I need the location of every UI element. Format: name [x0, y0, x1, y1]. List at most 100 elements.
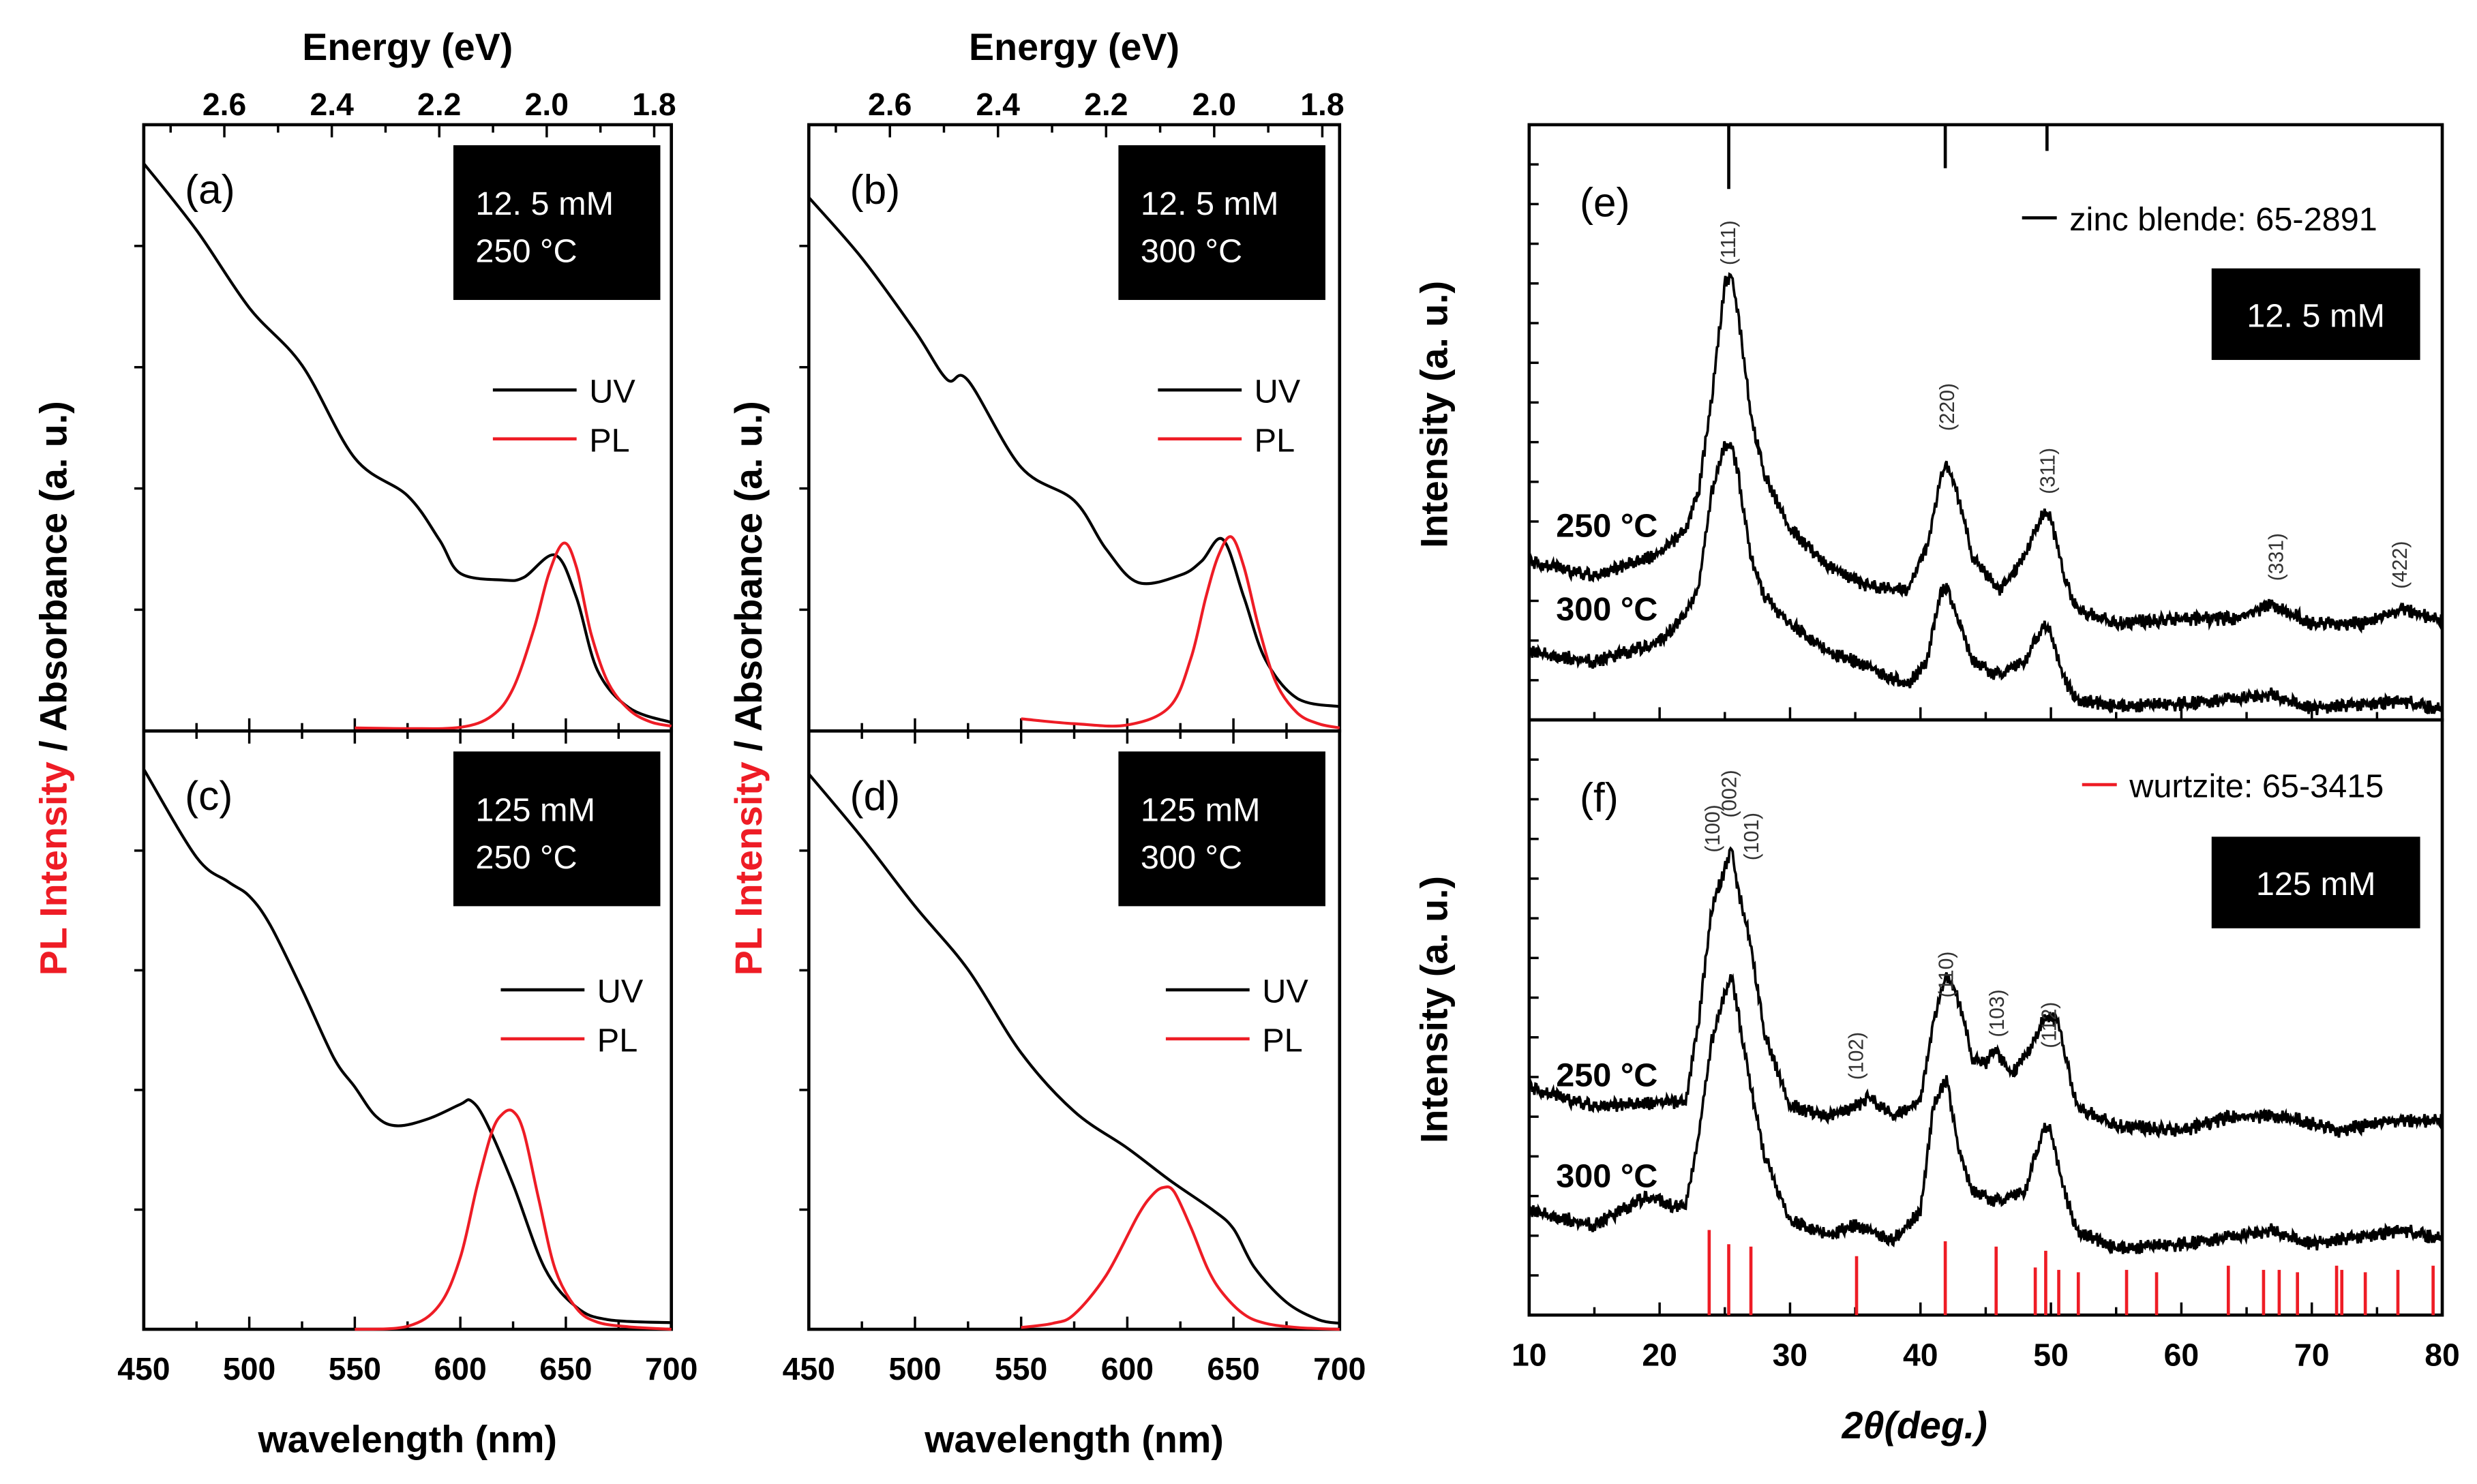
- uv-curve: [807, 196, 1340, 708]
- condition-text: 300 °C: [1141, 232, 1242, 269]
- spectra-ylabel-right: PL Intensity / Absorbance (a. u.): [727, 401, 770, 975]
- condition-box: [1118, 145, 1325, 301]
- energy-tick-label: 1.8: [632, 87, 676, 122]
- condition-text: 250 °C: [475, 839, 577, 876]
- x-tick-label: 600: [1101, 1351, 1154, 1387]
- energy-tick-label: 2.6: [868, 87, 912, 122]
- ylabel-black-part: / Absorbance (a. u.): [32, 401, 74, 761]
- panel-label: (c): [185, 772, 232, 819]
- legend-label-uv: UV: [1255, 374, 1301, 410]
- peak-label: (112): [2038, 1002, 2060, 1048]
- panel-label: (d): [850, 772, 901, 819]
- x-axis-title: wavelength (nm): [924, 1419, 1224, 1461]
- uv-curve: [142, 768, 672, 1324]
- legend-label-uv: UV: [589, 374, 635, 410]
- legend-label-pl: PL: [1262, 1022, 1302, 1059]
- condition-box: [453, 145, 661, 301]
- temperature-label: 300 °C: [1556, 591, 1657, 628]
- pl-curve: [355, 541, 672, 731]
- xrd-curve-e-0: [1527, 272, 2444, 634]
- x-tick-label: 60: [2164, 1337, 2200, 1372]
- uv-curve: [807, 773, 1340, 1325]
- condition-box: [453, 751, 661, 907]
- condition-box: [1118, 751, 1325, 907]
- x-tick-label: 30: [1773, 1337, 1808, 1372]
- x-tick-label: 700: [1313, 1351, 1366, 1387]
- peak-label: (422): [2389, 541, 2412, 589]
- x-tick-label: 70: [2294, 1337, 2330, 1372]
- temperature-label: 300 °C: [1556, 1158, 1657, 1195]
- energy-axis-title: Energy (eV): [969, 26, 1180, 68]
- x-tick-label: 550: [995, 1351, 1047, 1387]
- peak-label: (101): [1741, 813, 1763, 860]
- energy-tick-label: 2.4: [310, 87, 354, 122]
- energy-tick-label: 2.0: [1192, 87, 1236, 122]
- peak-label: (102): [1845, 1032, 1867, 1080]
- x-tick-label: 80: [2425, 1337, 2460, 1372]
- x-tick-label: 700: [645, 1351, 697, 1387]
- x-tick-label: 50: [2033, 1337, 2069, 1372]
- energy-axis-title: Energy (eV): [302, 26, 513, 68]
- condition-text: 125 mM: [475, 791, 595, 828]
- ylabel-red-part: PL Intensity: [32, 761, 74, 975]
- legend-label-pl: PL: [1255, 422, 1295, 459]
- ylabel-red-part: PL Intensity: [727, 761, 770, 975]
- y-axis-title: Intensity (a. u.): [1413, 876, 1455, 1143]
- condition-text: 300 °C: [1141, 839, 1242, 876]
- temperature-label: 250 °C: [1556, 507, 1657, 544]
- spectra-ylabel-left: PL Intensity / Absorbance (a. u.): [32, 401, 74, 975]
- condition-text: 12. 5 mM: [1141, 185, 1279, 222]
- energy-tick-label: 2.0: [525, 87, 569, 122]
- x-tick-label: 500: [223, 1351, 275, 1387]
- y-axis-title: Intensity (a. u.): [1413, 281, 1455, 548]
- condition-text: 125 mM: [2256, 866, 2376, 903]
- legend-label-pl: PL: [597, 1022, 637, 1059]
- x-tick-label: 650: [539, 1351, 592, 1387]
- condition-text: 12. 5 mM: [2247, 297, 2385, 334]
- condition-text: 125 mM: [1141, 791, 1261, 828]
- ylabel-black-part: / Absorbance (a. u.): [727, 401, 770, 761]
- xrd-curve-f-0: [1527, 846, 2444, 1139]
- xrd-curve-e-1: [1527, 440, 2444, 716]
- condition-text: 12. 5 mM: [475, 185, 614, 222]
- x-tick-label: 500: [888, 1351, 941, 1387]
- energy-tick-label: 2.2: [1084, 87, 1128, 122]
- peak-label: (002): [1719, 770, 1741, 817]
- uv-curve: [142, 162, 672, 724]
- condition-text: 250 °C: [475, 232, 577, 269]
- condition-box: [2211, 836, 2420, 928]
- peak-label: (100): [1702, 804, 1724, 852]
- x-tick-label: 40: [1903, 1337, 1938, 1372]
- legend-label-uv: UV: [597, 973, 644, 1010]
- x-tick-label: 550: [329, 1351, 381, 1387]
- pl-curve: [1021, 535, 1340, 729]
- legend-label-pl: PL: [589, 422, 629, 459]
- energy-tick-label: 2.6: [202, 87, 246, 122]
- temperature-label: 250 °C: [1556, 1057, 1657, 1093]
- x-tick-label: 450: [783, 1351, 835, 1387]
- panel-label: (e): [1580, 179, 1630, 225]
- x-tick-label: 600: [434, 1351, 487, 1387]
- x-tick-label: 20: [1642, 1337, 1677, 1372]
- pl-curve: [1021, 1185, 1340, 1331]
- condition-box: [2211, 268, 2420, 361]
- peak-label: (103): [1986, 989, 2009, 1037]
- peak-label: (220): [1936, 383, 1959, 431]
- panel-label: (a): [185, 166, 235, 213]
- x-tick-label: 650: [1207, 1351, 1259, 1387]
- xrd-curve-f-1: [1527, 973, 2444, 1255]
- reference-legend-label: wurtzite: 65-3415: [2129, 768, 2384, 805]
- peak-label: (111): [1717, 220, 1740, 265]
- panel-label: (b): [850, 166, 901, 213]
- energy-tick-label: 2.2: [417, 87, 461, 122]
- legend-label-uv: UV: [1262, 973, 1308, 1010]
- energy-tick-label: 2.4: [976, 87, 1021, 122]
- x-tick-label: 10: [1512, 1337, 1547, 1372]
- peak-label: (110): [1935, 952, 1957, 998]
- x-axis-title: wavelength (nm): [257, 1419, 557, 1461]
- panel-label: (f): [1580, 774, 1619, 820]
- pl-curve: [355, 1108, 672, 1331]
- peak-label: (311): [2037, 448, 2060, 494]
- x-axis-title: 2θ(deg.): [1842, 1404, 1987, 1447]
